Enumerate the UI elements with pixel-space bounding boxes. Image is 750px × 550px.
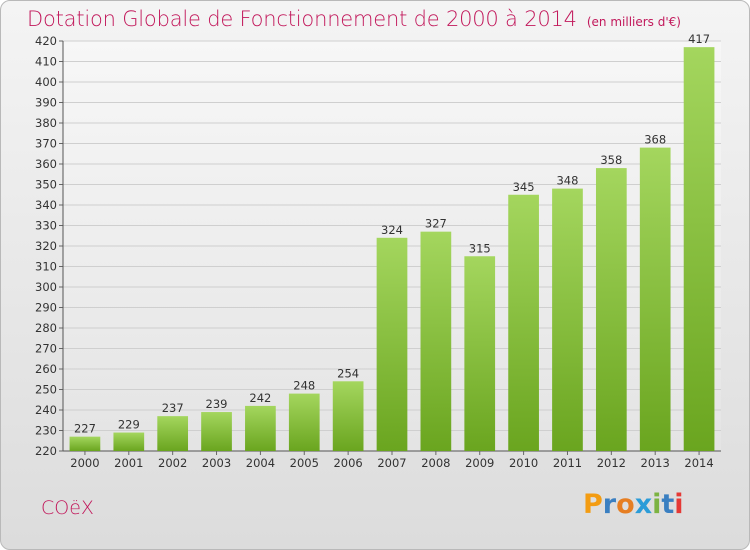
bar-value-label: 358 bbox=[600, 153, 622, 167]
labels: 227 2000 229 2001 237 2002 239 2003 242 2004 248 20… bbox=[70, 32, 713, 470]
logo-letter: r bbox=[602, 489, 617, 520]
y-tick-label: 270 bbox=[35, 342, 57, 356]
y-tick-label: 260 bbox=[35, 362, 57, 376]
x-tick-label: 2013 bbox=[641, 456, 670, 470]
x-tick-label: 2009 bbox=[465, 456, 494, 470]
bar-value-label: 348 bbox=[556, 174, 578, 188]
bar-value-label: 368 bbox=[644, 133, 666, 147]
bar-2012 bbox=[595, 168, 627, 451]
logo-letter: i bbox=[652, 489, 662, 520]
chart-title: Dotation Globale de Fonctionnement de 20… bbox=[27, 7, 577, 31]
bar-value-label: 254 bbox=[337, 366, 359, 380]
y-tick-label: 400 bbox=[35, 75, 57, 89]
x-tick-label: 2014 bbox=[684, 456, 713, 470]
y-tick-label: 420 bbox=[35, 34, 57, 48]
bar-value-label: 417 bbox=[688, 32, 710, 46]
y-tick-label: 380 bbox=[35, 116, 57, 130]
y-tick-label: 250 bbox=[35, 383, 57, 397]
bars bbox=[69, 47, 715, 452]
bar-2009 bbox=[464, 256, 496, 451]
bar-2008 bbox=[420, 231, 452, 451]
bar-value-label: 345 bbox=[513, 180, 535, 194]
y-tick-label: 290 bbox=[35, 301, 57, 315]
y-tick-label: 230 bbox=[35, 424, 57, 438]
y-tick-label: 340 bbox=[35, 198, 57, 212]
x-tick-label: 2010 bbox=[509, 456, 538, 470]
bar-2000 bbox=[69, 436, 101, 451]
bar-value-label: 227 bbox=[74, 422, 96, 436]
y-tick-label: 280 bbox=[35, 321, 57, 335]
bar-2005 bbox=[288, 393, 320, 451]
bar-2007 bbox=[376, 237, 408, 451]
bar-value-label: 229 bbox=[118, 418, 140, 432]
bar-value-label: 327 bbox=[425, 217, 447, 231]
x-tick-label: 2003 bbox=[202, 456, 231, 470]
y-tick-label: 410 bbox=[35, 55, 57, 69]
bar-2004 bbox=[245, 405, 276, 451]
bar-value-label: 239 bbox=[206, 397, 228, 411]
chart-title-block: Dotation Globale de Fonctionnement de 20… bbox=[27, 7, 681, 31]
y-tick-label: 360 bbox=[35, 157, 57, 171]
x-tick-label: 2002 bbox=[158, 456, 187, 470]
y-tick-label: 310 bbox=[35, 260, 57, 274]
y-tick-label: 350 bbox=[35, 178, 57, 192]
commune-name: COëX bbox=[41, 497, 94, 519]
bar-value-label: 242 bbox=[249, 391, 271, 405]
bar-2010 bbox=[508, 194, 539, 451]
x-tick-label: 2001 bbox=[114, 456, 143, 470]
chart-unit-note: (en milliers d'€) bbox=[586, 15, 681, 29]
y-tick-label: 300 bbox=[35, 280, 57, 294]
bar-value-label: 324 bbox=[381, 223, 403, 237]
bar-2013 bbox=[639, 147, 671, 451]
x-tick-label: 2000 bbox=[70, 456, 99, 470]
proxiti-logo[interactable]: Proxiti bbox=[583, 489, 684, 520]
axes: 220 230 240 250 260 270 280 290 300 310 320 330 340 3… bbox=[35, 34, 721, 458]
y-tick-label: 390 bbox=[35, 96, 57, 110]
y-tick-label: 220 bbox=[35, 444, 57, 458]
y-tick-label: 370 bbox=[35, 137, 57, 151]
x-tick-label: 2012 bbox=[597, 456, 626, 470]
logo-letter: x bbox=[634, 489, 653, 520]
logo-letter: t bbox=[661, 489, 675, 520]
bar-value-label: 237 bbox=[162, 401, 184, 415]
y-tick-label: 320 bbox=[35, 239, 57, 253]
bar-2003 bbox=[201, 412, 232, 451]
logo-letter: P bbox=[583, 489, 603, 520]
x-tick-label: 2005 bbox=[290, 456, 319, 470]
logo-letter: i bbox=[674, 489, 684, 520]
x-tick-label: 2007 bbox=[377, 456, 406, 470]
x-tick-label: 2006 bbox=[333, 456, 362, 470]
bar-2001 bbox=[113, 432, 145, 451]
bar-2011 bbox=[552, 188, 583, 451]
y-tick-label: 240 bbox=[35, 403, 57, 417]
x-tick-label: 2008 bbox=[421, 456, 450, 470]
bar-2002 bbox=[157, 416, 189, 451]
x-tick-label: 2011 bbox=[553, 456, 582, 470]
bar-2014 bbox=[683, 47, 715, 452]
bar-value-label: 315 bbox=[469, 241, 491, 255]
x-tick-label: 2004 bbox=[246, 456, 275, 470]
logo-letter: o bbox=[616, 489, 635, 520]
bar-2006 bbox=[332, 381, 364, 451]
bar-value-label: 248 bbox=[293, 379, 315, 393]
y-tick-label: 330 bbox=[35, 219, 57, 233]
